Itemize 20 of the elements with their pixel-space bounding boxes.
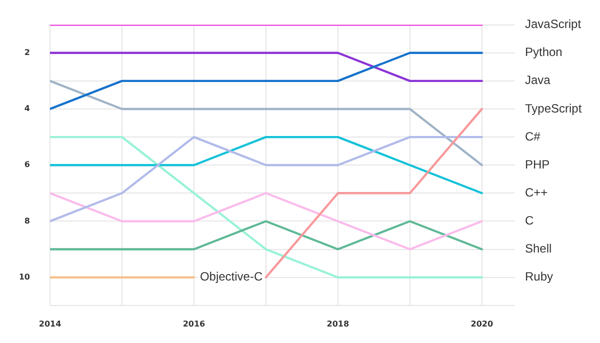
- y-tick-label: 6: [24, 160, 30, 170]
- text: C: [525, 214, 534, 228]
- text: Python: [525, 45, 562, 60]
- y-tick-label: 8: [24, 216, 30, 226]
- x-tick-label: 2016: [182, 319, 206, 328]
- series-label: Objective-C: [200, 270, 263, 284]
- text: JavaScript: [525, 17, 582, 32]
- text: PHP: [525, 157, 550, 172]
- text: C++: [525, 185, 548, 200]
- y-tick-label: 4: [24, 104, 30, 114]
- x-tick-label: 2014: [38, 319, 62, 328]
- y-tick-label: 2: [24, 48, 30, 57]
- x-tick-label: 2020: [470, 319, 494, 328]
- y-tick-label: 10: [18, 272, 30, 282]
- text: TypeScript: [525, 101, 582, 116]
- text: Shell: [525, 242, 552, 256]
- text: Java: [525, 73, 551, 88]
- x-tick-label: 2018: [326, 319, 350, 328]
- text: C#: [525, 129, 541, 144]
- text: Ruby: [525, 270, 554, 284]
